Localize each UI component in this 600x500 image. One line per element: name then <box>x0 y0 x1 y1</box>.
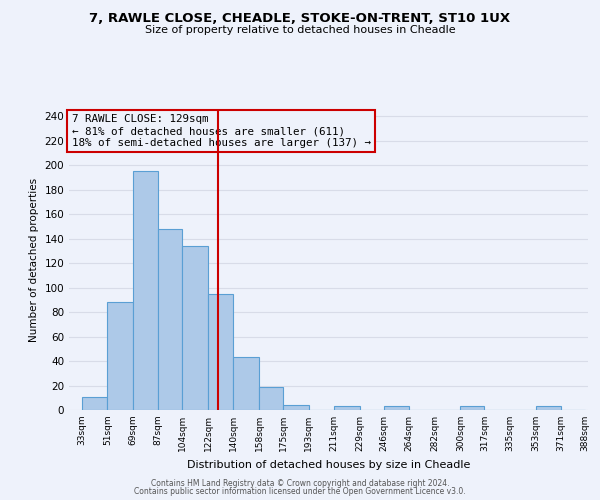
Bar <box>182 246 208 410</box>
Bar <box>133 171 158 410</box>
Text: 7, RAWLE CLOSE, CHEADLE, STOKE-ON-TRENT, ST10 1UX: 7, RAWLE CLOSE, CHEADLE, STOKE-ON-TRENT,… <box>89 12 511 26</box>
Bar <box>233 358 259 410</box>
Bar <box>208 294 233 410</box>
Bar <box>259 386 283 410</box>
Bar <box>158 229 182 410</box>
Bar <box>283 405 308 410</box>
Text: Size of property relative to detached houses in Cheadle: Size of property relative to detached ho… <box>145 25 455 35</box>
Bar <box>460 406 484 410</box>
X-axis label: Distribution of detached houses by size in Cheadle: Distribution of detached houses by size … <box>187 460 470 469</box>
Bar <box>107 302 133 410</box>
Text: Contains public sector information licensed under the Open Government Licence v3: Contains public sector information licen… <box>134 487 466 496</box>
Y-axis label: Number of detached properties: Number of detached properties <box>29 178 39 342</box>
Text: 7 RAWLE CLOSE: 129sqm
← 81% of detached houses are smaller (611)
18% of semi-det: 7 RAWLE CLOSE: 129sqm ← 81% of detached … <box>71 114 371 148</box>
Bar <box>384 406 409 410</box>
Bar <box>82 396 107 410</box>
Text: Contains HM Land Registry data © Crown copyright and database right 2024.: Contains HM Land Registry data © Crown c… <box>151 478 449 488</box>
Bar <box>536 406 561 410</box>
Bar <box>334 406 359 410</box>
